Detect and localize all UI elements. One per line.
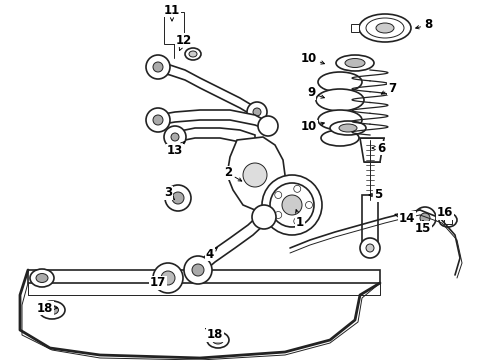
Text: 18: 18 [37,302,57,315]
Circle shape [161,271,175,285]
Text: 3: 3 [164,186,174,200]
Circle shape [153,115,163,125]
Ellipse shape [359,14,411,42]
Circle shape [172,192,184,204]
Text: 17: 17 [150,276,166,289]
Circle shape [153,263,183,293]
Circle shape [294,218,301,225]
Text: 18: 18 [206,328,223,342]
Text: 6: 6 [372,141,385,154]
Circle shape [275,192,282,198]
Ellipse shape [316,89,364,111]
Polygon shape [158,110,268,130]
Text: 11: 11 [164,4,180,21]
Ellipse shape [339,124,357,132]
Polygon shape [351,24,359,32]
Text: 12: 12 [176,33,192,50]
Text: 7: 7 [381,81,396,94]
Circle shape [275,211,282,219]
Polygon shape [28,270,380,283]
Ellipse shape [318,110,362,130]
Text: 1: 1 [295,210,304,229]
Polygon shape [175,128,255,147]
Circle shape [262,175,322,235]
Ellipse shape [213,336,223,344]
Circle shape [146,108,170,132]
Polygon shape [360,138,384,162]
Ellipse shape [189,51,197,57]
Ellipse shape [207,332,229,348]
Ellipse shape [36,274,48,283]
Text: 10: 10 [301,121,324,134]
Ellipse shape [330,121,366,135]
Polygon shape [227,137,285,210]
Circle shape [146,55,170,79]
Circle shape [420,213,430,223]
Ellipse shape [376,23,394,33]
Circle shape [164,126,186,148]
Circle shape [243,163,267,187]
Text: 10: 10 [301,51,324,64]
Circle shape [414,207,436,229]
Text: 14: 14 [395,211,415,225]
Polygon shape [158,62,255,117]
Ellipse shape [439,213,457,227]
Circle shape [270,183,314,227]
Circle shape [305,202,313,208]
Circle shape [165,185,191,211]
Circle shape [184,256,212,284]
Text: 15: 15 [415,221,431,234]
Circle shape [282,195,302,215]
Circle shape [153,62,163,72]
Ellipse shape [321,130,359,146]
Ellipse shape [336,55,374,71]
Text: 9: 9 [307,86,324,99]
Circle shape [258,116,278,136]
Circle shape [294,185,301,192]
Text: 5: 5 [369,189,382,202]
Text: 4: 4 [206,248,217,261]
Circle shape [192,264,204,276]
Ellipse shape [30,269,54,287]
Text: 8: 8 [416,18,432,31]
Ellipse shape [46,306,58,315]
Ellipse shape [345,58,365,68]
Polygon shape [195,212,267,275]
Polygon shape [362,195,378,245]
Ellipse shape [39,301,65,319]
Circle shape [171,133,179,141]
Ellipse shape [318,72,362,92]
Circle shape [253,108,261,116]
Ellipse shape [185,48,201,60]
Text: 13: 13 [167,141,184,158]
Circle shape [247,102,267,122]
Text: 2: 2 [224,166,242,181]
Ellipse shape [366,18,404,38]
Circle shape [252,205,276,229]
Polygon shape [164,12,184,44]
Text: 16: 16 [437,207,453,220]
Circle shape [360,238,380,258]
Circle shape [366,244,374,252]
